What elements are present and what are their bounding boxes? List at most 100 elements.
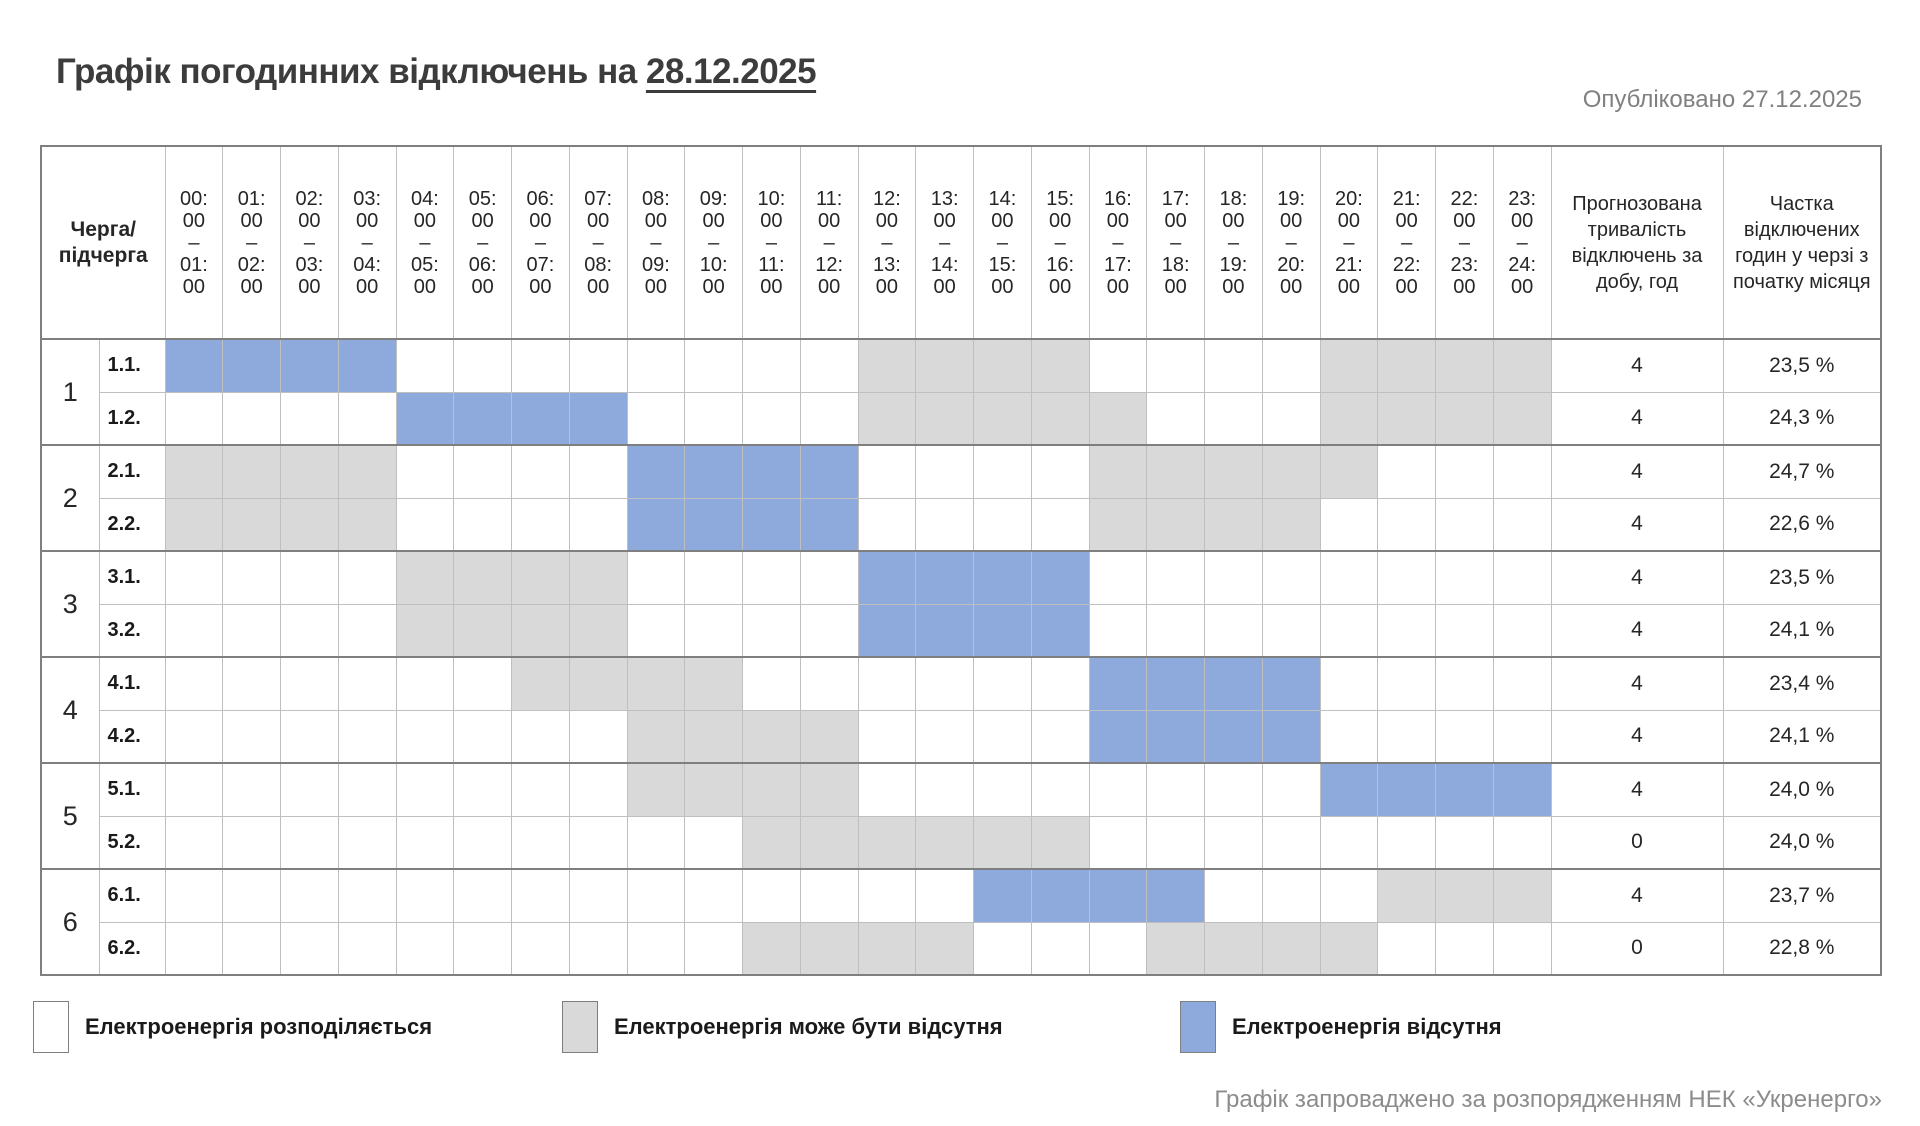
hour-cell (742, 603, 801, 658)
legend-item: Електроенергія може бути відсутня (562, 1001, 1003, 1053)
hour-cell (1492, 762, 1552, 817)
hour-cell (742, 921, 801, 976)
hour-cell (1377, 603, 1437, 658)
subqueue-label: 3.1. (98, 550, 166, 605)
hour-cell (684, 921, 744, 976)
hour-cell (453, 762, 513, 817)
hour-cell (395, 603, 455, 658)
hour-cell (1377, 550, 1437, 605)
hour-cell (684, 391, 744, 446)
hour-cell (1492, 603, 1552, 658)
hour-cell (337, 603, 397, 658)
hour-cell (742, 497, 801, 552)
hour-cell (337, 868, 397, 923)
hour-cell (568, 603, 628, 658)
schedule-row: 2.2. 4 22,6 % (41, 497, 1882, 552)
schedule-row: 6.2. 0 22,8 % (41, 921, 1882, 976)
hour-cell (568, 338, 628, 393)
hour-cell (280, 921, 339, 976)
hour-cell (626, 497, 686, 552)
schedule-table: Черга/ підчерга 00: 00–01: 00 01: 00–02: 00 02… (40, 145, 1883, 976)
hour-cell (222, 338, 282, 393)
hour-cell (511, 497, 570, 552)
hour-cell (1435, 603, 1494, 658)
hour-cell (973, 338, 1032, 393)
hour-cell (511, 338, 570, 393)
hour-cell (857, 709, 917, 764)
hour-cell (1492, 709, 1552, 764)
hour-cell (395, 709, 455, 764)
hour-cell (1088, 656, 1148, 711)
hour-cell (1377, 921, 1437, 976)
hour-cell (568, 762, 628, 817)
hour-cell (222, 815, 282, 870)
duration-value: 4 (1550, 338, 1724, 393)
hour-cell (1492, 656, 1552, 711)
queue-number: 4 (40, 656, 100, 764)
hour-cell (1204, 550, 1263, 605)
hour-column-header: 18: 00–19: 00 (1204, 145, 1263, 340)
hour-column-header: 08: 00–09: 00 (626, 145, 686, 340)
hour-cell (1261, 497, 1321, 552)
hour-cell (1377, 656, 1437, 711)
hour-cell (337, 497, 397, 552)
hour-cell (1319, 762, 1379, 817)
legend-label: Електроенергія розподіляється (85, 1014, 433, 1039)
duration-value: 4 (1550, 444, 1724, 499)
hour-cell (1204, 656, 1263, 711)
queue-number: 2 (40, 444, 100, 552)
hour-cell (222, 497, 282, 552)
hour-cell (1030, 550, 1090, 605)
hour-cell (1146, 550, 1206, 605)
hour-cell (1146, 444, 1206, 499)
hour-cell (1319, 709, 1379, 764)
hour-cell (915, 656, 975, 711)
hour-cell (1261, 550, 1321, 605)
hour-cell (1146, 868, 1206, 923)
hour-cell (684, 550, 744, 605)
corner-line-1: Черга/ (70, 217, 137, 241)
hour-cell (1146, 815, 1206, 870)
subqueue-label: 5.2. (98, 815, 166, 870)
hour-column-header: 09: 00–10: 00 (684, 145, 744, 340)
hour-cell (511, 762, 570, 817)
published-date: Опубліковано 27.12.2025 (1582, 86, 1862, 113)
hour-cell (1319, 391, 1379, 446)
hour-cell (684, 815, 744, 870)
hour-cell (799, 550, 859, 605)
hour-cell (684, 868, 744, 923)
hour-cell (280, 709, 339, 764)
hour-cell (1319, 603, 1379, 658)
hour-cell (453, 444, 513, 499)
hour-cell (280, 497, 339, 552)
hour-column-header: 11: 00–12: 00 (799, 145, 859, 340)
hour-cell (915, 709, 975, 764)
share-value: 22,6 % (1722, 497, 1882, 552)
hour-cell (164, 550, 224, 605)
duration-column-header: Прогнозована тривалість відключень за до… (1550, 145, 1724, 340)
subqueue-label: 1.2. (98, 391, 166, 446)
hour-cell (973, 497, 1032, 552)
hour-cell (1377, 497, 1437, 552)
hour-cell (1030, 603, 1090, 658)
duration-value: 4 (1550, 868, 1724, 923)
hour-cell (568, 709, 628, 764)
hour-cell (1146, 391, 1206, 446)
hour-column-header: 15: 00–16: 00 (1030, 145, 1090, 340)
hour-cell (1435, 550, 1494, 605)
queue-number: 1 (40, 338, 100, 446)
hour-cell (1435, 815, 1494, 870)
hour-cell (684, 497, 744, 552)
hour-column-header: 23: 00–24: 00 (1492, 145, 1552, 340)
legend-swatch-icon (562, 1001, 598, 1053)
hour-cell (395, 762, 455, 817)
hour-cell (915, 868, 975, 923)
hour-cell (915, 444, 975, 499)
hour-cell (280, 444, 339, 499)
hour-cell (742, 550, 801, 605)
hour-cell (1492, 497, 1552, 552)
hour-cell (1030, 656, 1090, 711)
hour-cell (973, 444, 1032, 499)
hour-cell (395, 338, 455, 393)
hour-cell (1261, 868, 1321, 923)
